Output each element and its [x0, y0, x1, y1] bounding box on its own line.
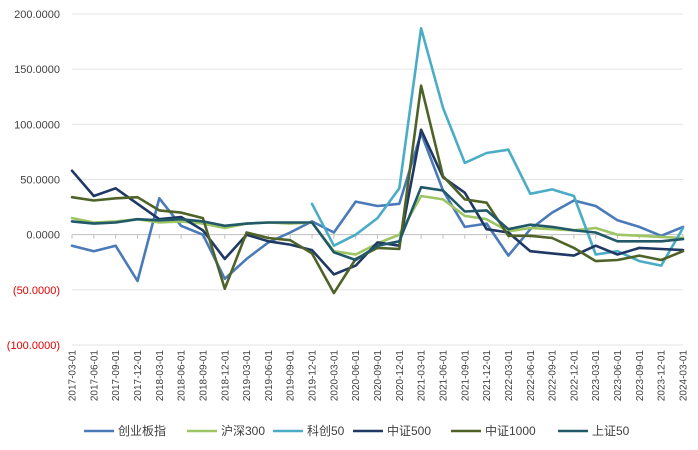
x-tick-label: 2019-06-01	[264, 350, 275, 402]
x-tick-label: 2023-03-01	[591, 350, 602, 402]
x-tick-label: 2022-09-01	[548, 350, 559, 402]
x-tick-label: 2020-06-01	[351, 350, 362, 402]
x-tick-label: 2017-09-01	[111, 350, 122, 402]
x-axis-tick-marks	[71, 234, 684, 239]
legend-label-1: 沪深300	[221, 424, 265, 438]
x-tick-label: 2023-12-01	[657, 350, 668, 402]
legend: 创业板指 沪深300 科创50 中证500 中证1000 上证50	[84, 423, 630, 438]
y-tick-label: (100.0000)	[7, 340, 60, 352]
x-tick-label: 2018-06-01	[177, 350, 188, 402]
x-tick-label: 2023-06-01	[613, 350, 624, 402]
x-tick-label: 2024-03-01	[679, 350, 690, 402]
x-tick-label: 2020-12-01	[395, 350, 406, 402]
legend-label-0: 创业板指	[118, 423, 166, 438]
x-tick-label: 2020-03-01	[329, 350, 340, 402]
x-tick-label: 2019-09-01	[286, 350, 297, 402]
x-tick-label: 2021-12-01	[482, 350, 493, 402]
legend-label-3: 中证500	[387, 423, 431, 438]
y-tick-label: 100.0000	[14, 119, 60, 131]
x-tick-label: 2018-12-01	[220, 350, 231, 402]
y-tick-label: 50.0000	[20, 175, 60, 187]
y-tick-label: (50.0000)	[13, 285, 60, 297]
x-tick-label: 2021-09-01	[460, 350, 471, 402]
legend-label-2: 科创50	[307, 424, 345, 438]
series-lines	[70, 27, 685, 295]
x-axis-ticks: 2017-03-01 2017-06-01 2017-09-01 2017-12-01…	[68, 350, 690, 402]
x-tick-label: 2017-06-01	[89, 350, 100, 402]
x-tick-label: 2018-09-01	[198, 350, 209, 402]
x-tick-label: 2019-12-01	[308, 350, 319, 402]
y-axis-ticks: 200.0000 150.0000 100.0000 50.0000 0.0000 (50…	[7, 9, 60, 352]
series-line-5	[70, 185, 685, 262]
x-tick-label: 2022-12-01	[569, 350, 580, 402]
series-line-4	[70, 84, 685, 295]
x-tick-label: 2023-09-01	[635, 350, 646, 402]
y-tick-label: 0.0000	[26, 230, 60, 242]
x-tick-label: 2019-03-01	[242, 350, 253, 402]
x-tick-label: 2020-09-01	[373, 350, 384, 402]
gridlines	[72, 13, 683, 346]
x-tick-label: 2022-06-01	[526, 350, 537, 402]
legend-label-4: 中证1000	[485, 423, 536, 438]
x-tick-label: 2018-03-01	[155, 350, 166, 402]
x-tick-label: 2022-03-01	[504, 350, 515, 402]
x-tick-label: 2021-06-01	[438, 350, 449, 402]
y-tick-label: 200.0000	[14, 9, 60, 21]
x-tick-label: 2021-03-01	[417, 350, 428, 402]
x-tick-label: 2017-12-01	[133, 350, 144, 402]
legend-label-5: 上证50	[592, 424, 630, 438]
y-tick-label: 150.0000	[14, 64, 60, 76]
x-tick-label: 2017-03-01	[68, 350, 79, 402]
